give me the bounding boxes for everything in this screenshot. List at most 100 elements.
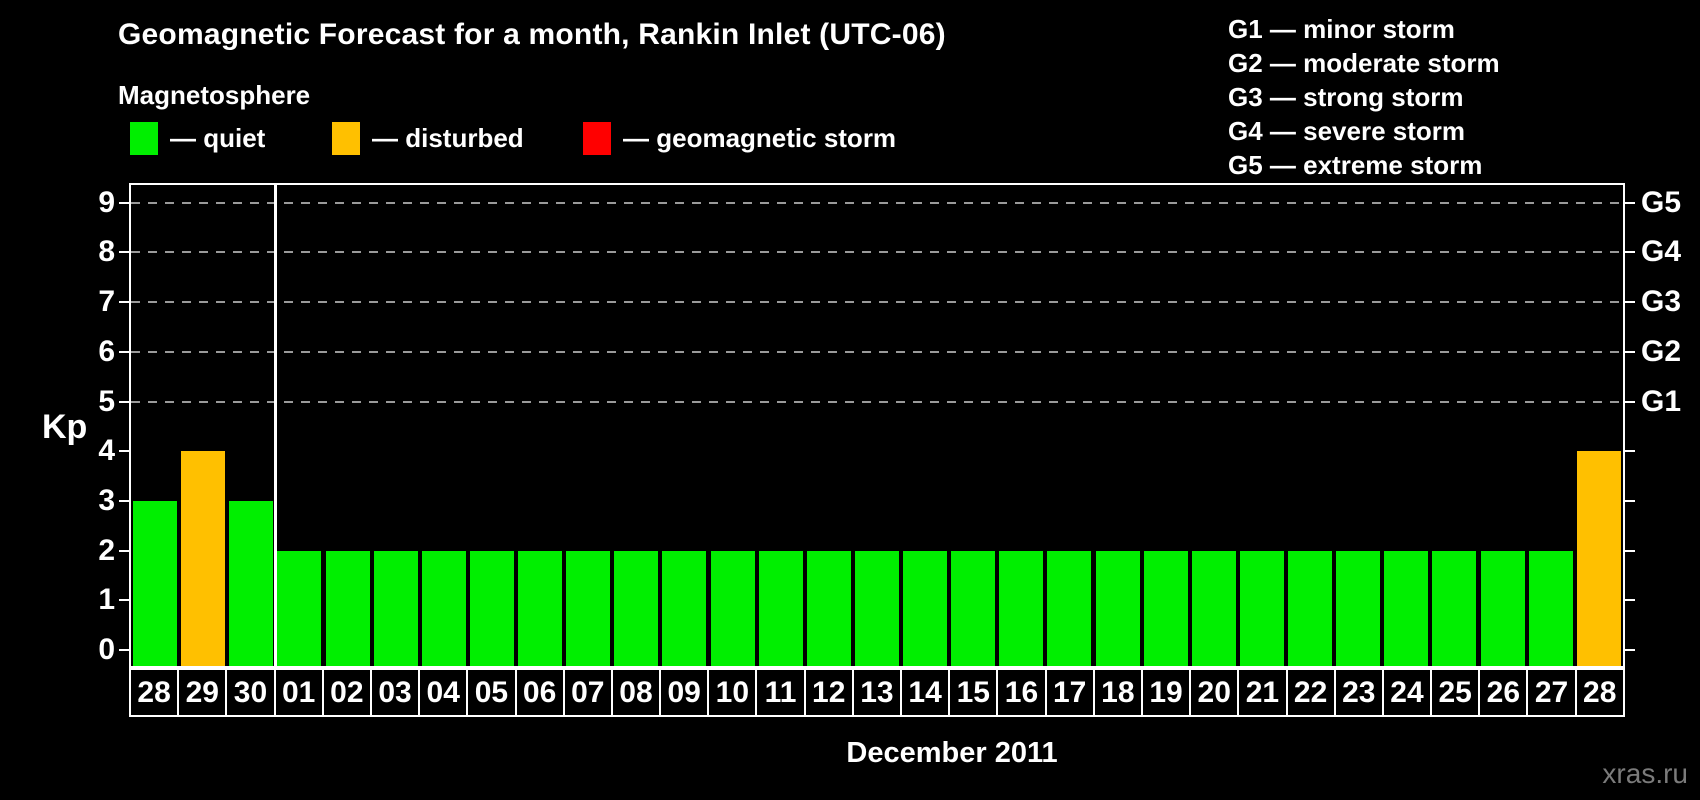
- kp-bar-day-16: [999, 550, 1044, 666]
- legend-item-disturbed: — disturbed: [332, 121, 524, 155]
- left-tick-kp7: [119, 301, 129, 304]
- day-label-cell: 27: [1526, 668, 1577, 717]
- kp-bar-day-12: [806, 550, 851, 666]
- day-label-cell: 13: [851, 668, 902, 717]
- right-axis-label-g2: G2: [1641, 334, 1682, 368]
- kp-bar-day-18: [1095, 550, 1140, 666]
- bar-slot-17: [1045, 185, 1093, 666]
- bar-slot-24: [1382, 185, 1430, 666]
- bar-slot-30: [227, 185, 275, 666]
- bar-slot-04: [420, 185, 468, 666]
- kp-bar-day-19: [1143, 550, 1188, 666]
- kp-bar-day-20: [1191, 550, 1236, 666]
- y-tick-label-0: 0: [98, 633, 115, 666]
- gridline-kp9: [131, 201, 1623, 204]
- g3-legend-line: G3 — strong storm: [1228, 82, 1464, 112]
- kp-bar-day-08: [614, 550, 659, 666]
- day-label-cell: 05: [466, 668, 517, 717]
- kp-bar-day-11: [758, 550, 803, 666]
- day-label-cell: 14: [900, 668, 951, 717]
- y-tick-label-5: 5: [98, 384, 115, 418]
- bar-slot-23: [1334, 185, 1382, 666]
- day-label-cell: 23: [1333, 668, 1384, 717]
- bar-slot-09: [660, 185, 708, 666]
- right-axis-label-g5: G5: [1641, 185, 1682, 219]
- bar-slot-21: [1238, 185, 1286, 666]
- kp-bar-day-13: [854, 550, 899, 666]
- day-label-cell: 28: [129, 668, 180, 717]
- day-label-cell: 03: [369, 668, 421, 717]
- left-tick-kp4: [119, 450, 129, 453]
- bar-slot-11: [757, 185, 805, 666]
- right-axis-label-g4: G4: [1641, 235, 1682, 269]
- day-label-cell: 29: [177, 668, 228, 717]
- bar-slot-26: [1479, 185, 1527, 666]
- day-label-cell: 30: [225, 668, 276, 717]
- day-label-cell: 15: [948, 668, 999, 717]
- kp-bar-day-28: [133, 500, 178, 666]
- kp-bar-day-03: [373, 550, 418, 666]
- kp-bar-day-07: [566, 550, 611, 666]
- y-tick-label-9: 9: [98, 185, 115, 219]
- day-label-cell: 28: [1574, 668, 1625, 717]
- bar-slot-22: [1286, 185, 1334, 666]
- chart-title: Geomagnetic Forecast for a month, Rankin…: [118, 18, 946, 51]
- kp-bar-day-30: [229, 500, 274, 666]
- quiet-color-swatch: [130, 121, 158, 155]
- y-tick-label-6: 6: [98, 334, 115, 368]
- bar-slot-16: [997, 185, 1045, 666]
- kp-bar-day-02: [325, 550, 370, 666]
- month-boundary-line: [273, 185, 277, 666]
- left-tick-kp1: [119, 599, 129, 602]
- right-tick-kp9: [1625, 201, 1635, 204]
- day-label-cell: 21: [1237, 668, 1288, 717]
- left-tick-kp6: [119, 350, 129, 353]
- y-axis-title: Kp: [42, 408, 88, 446]
- g5-legend-line: G5 — extreme storm: [1228, 150, 1483, 180]
- day-label-cell: 01: [273, 668, 324, 717]
- bar-slot-06: [516, 185, 564, 666]
- day-label-cell: 18: [1092, 668, 1143, 717]
- gridline-kp5: [131, 400, 1623, 403]
- bar-slot-08: [612, 185, 660, 666]
- bar-slot-19: [1142, 185, 1190, 666]
- y-tick-label-2: 2: [98, 533, 115, 567]
- kp-bar-day-23: [1336, 550, 1381, 666]
- day-label-cell: 25: [1430, 668, 1481, 717]
- legend-quiet-label: — quiet: [170, 122, 266, 153]
- bar-slot-28: [131, 185, 179, 666]
- right-tick-kp3: [1625, 499, 1635, 502]
- left-tick-kp9: [119, 201, 129, 204]
- g1-legend-line: G1 — minor storm: [1228, 14, 1455, 44]
- x-axis-title: December 2011: [846, 737, 1058, 769]
- kp-bar-day-25: [1432, 550, 1477, 666]
- day-labels-row: 28 29 30 01 02 03 04 05 06 07 08 09 10 11 12 13 14 15 16 17…: [129, 668, 1625, 717]
- left-tick-kp0: [119, 649, 129, 651]
- bar-slot-20: [1190, 185, 1238, 666]
- day-label-cell: 02: [321, 668, 372, 717]
- g4-legend-line: G4 — severe storm: [1228, 116, 1466, 146]
- right-tick-kp7: [1625, 301, 1635, 304]
- right-axis-label-g3: G3: [1641, 285, 1682, 319]
- storm-color-swatch: [583, 121, 611, 155]
- day-label-cell: 04: [418, 668, 469, 717]
- kp-bar-day-24: [1384, 550, 1429, 666]
- bar-slot-25: [1430, 185, 1478, 666]
- kp-bar-day-29: [181, 451, 226, 666]
- day-label-cell: 06: [514, 668, 565, 717]
- g-scale-legend: G1 — minor storm G2 — moderate storm G3 …: [1228, 12, 1500, 182]
- bar-slot-07: [564, 185, 612, 666]
- gridline-kp8: [131, 251, 1623, 254]
- kp-bar-day-04: [421, 550, 466, 666]
- kp-bar-day-27: [1528, 550, 1573, 666]
- plot-area: [129, 183, 1625, 668]
- bar-slot-15: [949, 185, 997, 666]
- magnetosphere-label: Magnetosphere: [118, 80, 311, 110]
- day-label-cell: 12: [803, 668, 854, 717]
- bar-slot-14: [901, 185, 949, 666]
- bar-slot-13: [853, 185, 901, 666]
- left-tick-kp5: [119, 400, 129, 403]
- g2-legend-line: G2 — moderate storm: [1228, 48, 1500, 78]
- kp-bar-day-01: [277, 550, 322, 666]
- bar-slot-18: [1094, 185, 1142, 666]
